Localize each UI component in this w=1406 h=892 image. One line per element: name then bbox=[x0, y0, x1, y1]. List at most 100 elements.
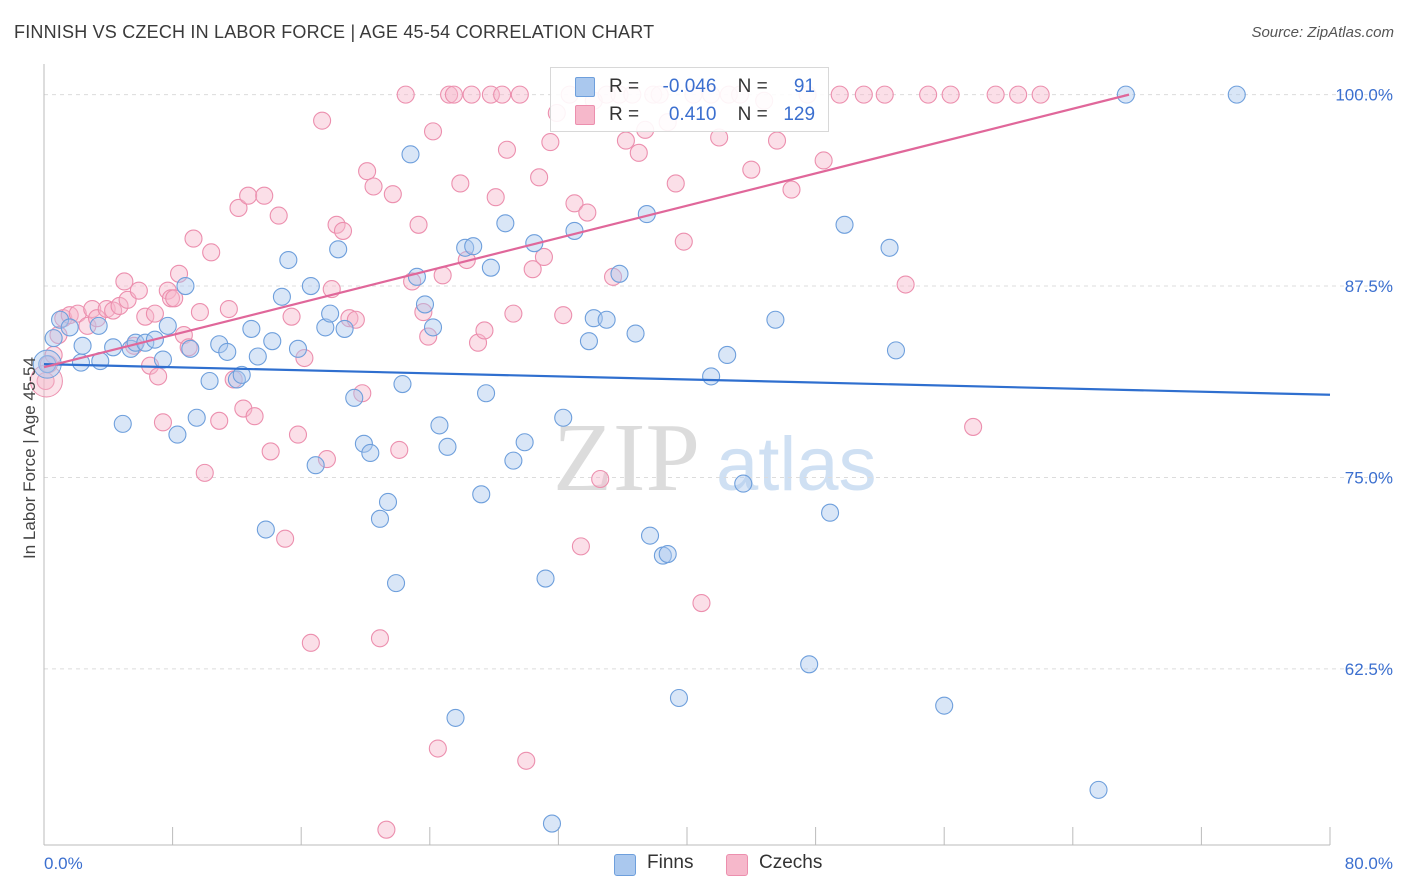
czechs-point bbox=[666, 174, 685, 193]
finns-point bbox=[51, 310, 70, 329]
czechs-point bbox=[364, 177, 383, 196]
finns-point bbox=[256, 520, 275, 539]
trend-lines bbox=[43, 93, 1331, 396]
czechs-point bbox=[261, 442, 280, 461]
czechs-point bbox=[419, 327, 438, 346]
finns-n-value: 91 bbox=[793, 76, 816, 97]
axes bbox=[43, 64, 1331, 846]
finns-point bbox=[361, 443, 380, 463]
czechs-point bbox=[854, 85, 873, 104]
finns-point bbox=[438, 437, 457, 456]
czechs-point bbox=[68, 304, 87, 323]
y-axis-label: In Labor Force | Age 45-54 bbox=[20, 357, 39, 559]
czechs-point bbox=[964, 417, 983, 436]
czechs-point bbox=[255, 186, 274, 205]
czechs-point bbox=[383, 185, 402, 204]
finns-point bbox=[886, 341, 906, 360]
tick-labels: 62.5% 75.0% 87.5% 100.0% 0.0% 80.0% bbox=[44, 86, 1393, 873]
finns-point bbox=[481, 258, 500, 277]
finns-point bbox=[153, 350, 173, 369]
czechs-r-label: R = bbox=[609, 104, 640, 125]
finns-legend-swatch bbox=[614, 854, 636, 876]
finns-point bbox=[263, 332, 282, 351]
czechs-point bbox=[1009, 85, 1028, 104]
czechs-point bbox=[919, 85, 938, 104]
finns-point bbox=[401, 145, 420, 164]
czechs-point bbox=[282, 307, 301, 326]
finns-point bbox=[329, 240, 348, 259]
finns-point bbox=[89, 316, 108, 335]
finns-point bbox=[446, 708, 465, 727]
finns-point bbox=[800, 655, 819, 674]
czechs-point bbox=[814, 151, 833, 170]
czechs-point bbox=[340, 309, 359, 328]
czechs-point bbox=[210, 411, 229, 430]
finns-point bbox=[279, 250, 298, 270]
czechs-point bbox=[451, 174, 470, 193]
finns-point bbox=[880, 238, 899, 257]
y-tick-label: 87.5% bbox=[1345, 277, 1393, 296]
czechs-point bbox=[504, 304, 523, 323]
czechs-point bbox=[229, 198, 248, 217]
czechs-point bbox=[115, 272, 134, 291]
finns-point bbox=[766, 310, 785, 329]
czechs-point bbox=[629, 143, 648, 162]
finns-point bbox=[515, 433, 534, 452]
finns-point bbox=[658, 544, 677, 564]
finns-point bbox=[496, 214, 515, 233]
finns-point bbox=[734, 474, 753, 493]
finns-point bbox=[423, 318, 443, 337]
czechs-point bbox=[165, 289, 184, 308]
chart-source: Source: ZipAtlas.com bbox=[1251, 24, 1394, 41]
finns-r-value: -0.046 bbox=[662, 76, 717, 97]
finns-point bbox=[181, 339, 200, 358]
czechs-point bbox=[941, 85, 960, 104]
czechs-point bbox=[571, 537, 590, 556]
czechs-point bbox=[190, 303, 209, 322]
finns-point bbox=[640, 526, 660, 545]
finns-point bbox=[669, 688, 689, 708]
finns-point bbox=[554, 408, 573, 427]
czechs-r-value: 0.410 bbox=[668, 104, 717, 125]
czechs-legend-swatch bbox=[726, 854, 748, 876]
czechs-point bbox=[782, 180, 801, 199]
czechs-point bbox=[245, 407, 264, 426]
chart-title: FINNISH VS CZECH IN LABOR FORCE | AGE 45… bbox=[14, 22, 655, 42]
czechs-point bbox=[390, 440, 409, 459]
finns-point bbox=[430, 416, 449, 435]
czechs-point bbox=[493, 85, 512, 104]
czechs-point bbox=[692, 593, 711, 613]
czechs-point bbox=[104, 301, 123, 320]
czechs-point bbox=[616, 131, 635, 150]
finns-point bbox=[200, 371, 219, 391]
czechs-point bbox=[423, 122, 443, 141]
czechs-point bbox=[1031, 85, 1050, 104]
czechs-point bbox=[674, 232, 693, 251]
czechs-point bbox=[510, 85, 529, 104]
czechs-legend-label: Czechs bbox=[759, 852, 823, 873]
czechs-point bbox=[534, 247, 553, 267]
finns-point bbox=[44, 329, 63, 348]
czechs-n-label: N = bbox=[737, 104, 768, 125]
finns-point bbox=[1089, 780, 1108, 799]
czechs-point bbox=[87, 309, 107, 328]
czechs-point bbox=[517, 751, 536, 770]
legend: R = -0.046 N = 91 R = 0.410 N = 129 bbox=[550, 67, 829, 132]
finns-point bbox=[321, 304, 340, 323]
finns-point bbox=[718, 345, 737, 365]
czechs-point bbox=[317, 450, 336, 469]
czechs-point bbox=[414, 303, 433, 322]
czechs-point bbox=[195, 463, 214, 482]
czechs-point bbox=[83, 299, 102, 319]
czechs-point bbox=[875, 85, 894, 104]
czechs-point bbox=[370, 629, 390, 648]
finns-point bbox=[702, 367, 721, 386]
czechs-point bbox=[313, 111, 332, 130]
finns-point bbox=[626, 324, 645, 343]
finns-point bbox=[316, 318, 335, 337]
czechs-point bbox=[523, 260, 542, 279]
finns-point bbox=[218, 342, 237, 361]
czechs-point bbox=[565, 194, 584, 213]
finns-point bbox=[248, 347, 267, 366]
finns-point bbox=[113, 414, 132, 433]
